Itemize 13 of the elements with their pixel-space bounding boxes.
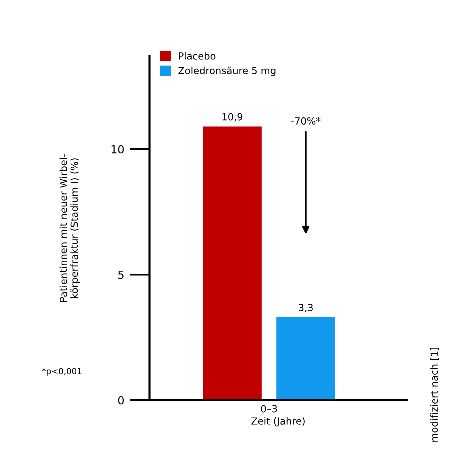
- y-tick-label: 0: [118, 396, 124, 405]
- text: *p<0,001: [42, 368, 82, 376]
- data-label: 10,9: [222, 113, 243, 122]
- y-tick-label: 5: [118, 270, 124, 280]
- y-axis-title: Patientinnen mit neuer Wirbel- körperfraktur (Stadium I) (%): [60, 154, 80, 302]
- data-label: 3,3: [299, 304, 313, 312]
- legend-label: Zoledronsäure 5 mg: [178, 66, 276, 76]
- text: modifiziert nach [1]: [430, 348, 440, 442]
- x-axis-title: Zeit (Jahre): [252, 417, 305, 427]
- y-tick-label: 10: [112, 145, 124, 154]
- legend-label: Placebo: [179, 52, 216, 60]
- annotation: -70%*: [292, 118, 321, 125]
- x-tick-label: 0–3: [261, 405, 278, 413]
